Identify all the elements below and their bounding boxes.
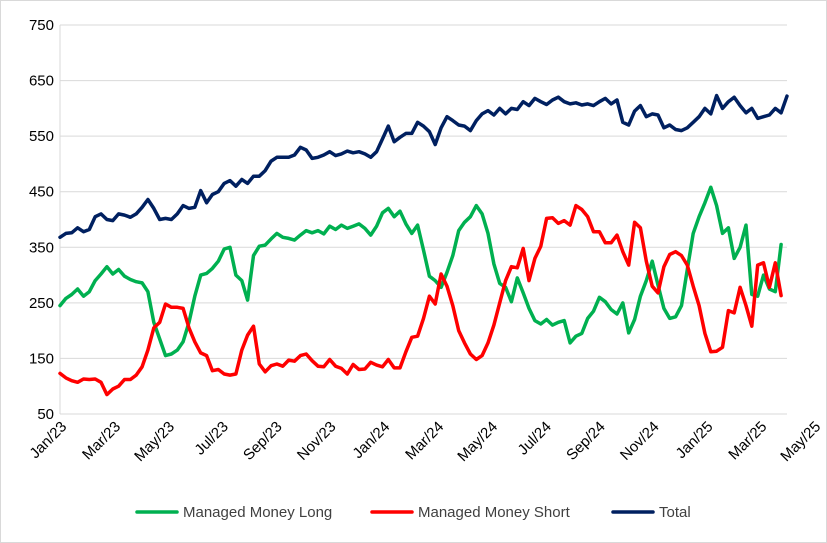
x-tick-label: Nov/23 — [294, 418, 340, 464]
x-tick-label: Jan/25 — [673, 418, 717, 462]
x-axis-tick-labels: Jan/23 Mar/23 May/23 Jul/23 Sep/23 Nov/23 Jan/… — [26, 418, 824, 465]
legend-label: Total — [659, 504, 691, 521]
legend-label: Managed Money Long — [183, 504, 332, 521]
y-tick-label: 450 — [29, 184, 54, 201]
x-tick-label: Mar/23 — [79, 418, 124, 463]
y-tick-label: 750 — [29, 17, 54, 34]
y-tick-label: 350 — [29, 239, 54, 256]
y-tick-label: 250 — [29, 295, 54, 312]
x-tick-label: Sep/24 — [563, 418, 609, 464]
series-line-managed-money-long — [58, 185, 783, 358]
axes — [59, 25, 787, 415]
x-tick-label: May/24 — [454, 418, 501, 465]
x-tick-label: May/23 — [131, 418, 178, 465]
series-line-total — [58, 93, 789, 240]
data-series — [58, 93, 789, 397]
x-tick-label: Nov/24 — [617, 418, 663, 464]
x-tick-label: May/25 — [777, 418, 824, 465]
x-tick-label: Jan/23 — [26, 418, 70, 462]
x-tick-label: Mar/24 — [402, 418, 447, 463]
x-tick-label: Mar/25 — [725, 418, 770, 463]
y-tick-label: 650 — [29, 73, 54, 90]
x-tick-label: Jan/24 — [349, 418, 393, 462]
legend: Managed Money Long Managed Money Short Tot… — [135, 504, 691, 521]
series-line-managed-money-short — [58, 203, 783, 397]
legend-label: Managed Money Short — [418, 504, 571, 521]
y-tick-label: 50 — [37, 406, 54, 423]
x-tick-label: Sep/23 — [240, 418, 286, 464]
y-tick-label: 550 — [29, 128, 54, 145]
y-axis-tick-labels: 50 150 250 350 450 550 650 750 — [29, 17, 54, 423]
x-tick-label: Jul/23 — [191, 418, 231, 458]
y-tick-label: 150 — [29, 350, 54, 367]
x-tick-label: Jul/24 — [515, 418, 555, 458]
